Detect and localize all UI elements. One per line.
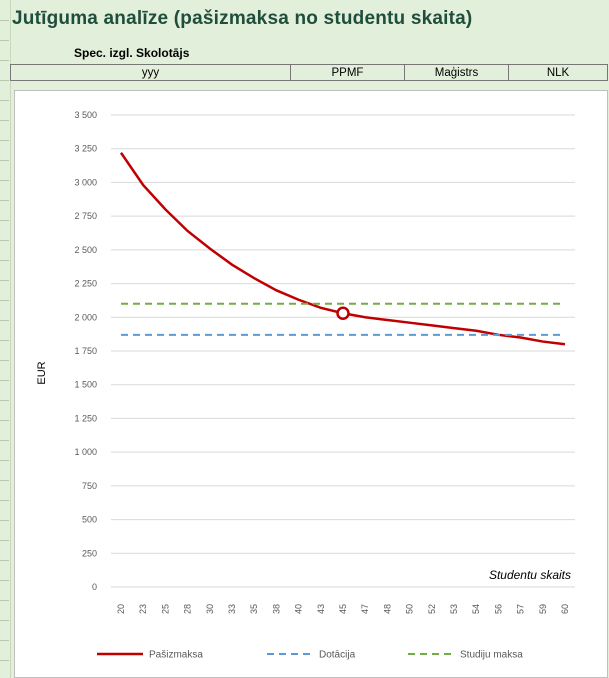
x-tick-label: 45 (338, 604, 348, 614)
x-tick-label: 30 (205, 604, 215, 614)
gutter-row-line (0, 540, 9, 541)
gutter-row-line (0, 640, 9, 641)
x-tick-label: 52 (427, 604, 437, 614)
gutter-row-line (0, 80, 9, 81)
y-tick-label: 3 250 (74, 144, 97, 154)
gutter-row-line (0, 480, 9, 481)
x-tick-label: 28 (183, 604, 193, 614)
chart-area: 0 250 500 750 1 000 1 250 1 500 1 750 2 000 2 250… (14, 90, 608, 678)
x-tick-label: 53 (449, 604, 459, 614)
x-tick-label: 23 (138, 604, 148, 614)
x-tick-label: 47 (360, 604, 370, 614)
y-tick-label: 1 000 (74, 447, 97, 457)
legend-label: Dotācija (319, 650, 356, 661)
x-tick-label: 43 (316, 604, 326, 614)
gutter-row-line (0, 320, 9, 321)
gutter-row-line (0, 520, 9, 521)
y-tick-label: 3 000 (74, 177, 97, 187)
y-tick-label: 1 500 (74, 380, 97, 390)
gutter-row-line (0, 660, 9, 661)
chart-svg: 0 250 500 750 1 000 1 250 1 500 1 750 2 000 2 250… (36, 110, 575, 661)
page-title: Jutīguma analīze (pašizmaksa no studentu… (12, 8, 473, 29)
y-tick-label: 3 500 (74, 110, 97, 120)
gutter-row-line (0, 340, 9, 341)
y-tick-label: 0 (92, 582, 97, 592)
gutter-row-line (0, 260, 9, 261)
x-tick-label: 35 (249, 604, 259, 614)
x-axis-label: Studentu skaits (489, 568, 571, 582)
gutter-row-line (0, 580, 9, 581)
info-cell-program[interactable]: yyy (11, 65, 291, 80)
y-tick-label: 2 250 (74, 279, 97, 289)
y-tick-label: 1 750 (74, 346, 97, 356)
gutter-row-line (0, 620, 9, 621)
gutter-row-line (0, 380, 9, 381)
row-gutter (0, 0, 11, 678)
gutter-row-line (0, 240, 9, 241)
legend-label: Pašizmaksa (149, 650, 203, 661)
info-cell-level[interactable]: Maģistrs (405, 65, 509, 80)
gutter-row-line (0, 120, 9, 121)
gutter-row-line (0, 440, 9, 441)
gutter-row-line (0, 420, 9, 421)
gutter-row-line (0, 220, 9, 221)
gutter-row-line (0, 600, 9, 601)
highlight-point (336, 306, 350, 320)
x-tick-label: 56 (493, 604, 503, 614)
x-tick-label: 25 (160, 604, 170, 614)
gutter-row-line (0, 100, 9, 101)
gutter-row-line (0, 460, 9, 461)
gutter-row-line (0, 360, 9, 361)
y-tick-label: 250 (82, 548, 97, 558)
y-tick-label: 2 000 (74, 312, 97, 322)
y-tick-label: 750 (82, 481, 97, 491)
y-tick-label: 500 (82, 515, 97, 525)
gutter-row-line (0, 40, 9, 41)
x-tick-label: 60 (560, 604, 570, 614)
gutter-row-line (0, 300, 9, 301)
y-axis-label: EUR (36, 361, 48, 384)
gutter-row-line (0, 180, 9, 181)
gutter-row-line (0, 500, 9, 501)
x-tick-label: 33 (227, 604, 237, 614)
x-tick-label: 20 (116, 604, 126, 614)
gutter-row-line (0, 280, 9, 281)
gutter-row-line (0, 60, 9, 61)
x-tick-label: 40 (294, 604, 304, 614)
y-tick-label: 2 750 (74, 211, 97, 221)
gutter-row-line (0, 140, 9, 141)
info-row: yyy PPMF Maģistrs NLK (10, 64, 608, 81)
info-cell-form[interactable]: NLK (546, 67, 570, 79)
y-tick-label: 1 250 (74, 413, 97, 423)
info-cell-faculty[interactable]: PPMF (291, 65, 405, 80)
gutter-row-line (0, 400, 9, 401)
gutter-row-line (0, 560, 9, 561)
x-tick-label: 59 (538, 604, 548, 614)
x-tick-label: 48 (382, 604, 392, 614)
legend-label: Studiju maksa (460, 650, 523, 661)
gutter-row-line (0, 20, 9, 21)
x-tick-label: 50 (405, 604, 415, 614)
x-tick-label: 38 (271, 604, 281, 614)
x-tick-label: 57 (516, 604, 526, 614)
gutter-row-line (0, 160, 9, 161)
y-tick-label: 2 500 (74, 245, 97, 255)
page-subtitle: Spec. izgl. Skolotājs (74, 46, 190, 60)
x-tick-label: 54 (471, 604, 481, 614)
gutter-row-line (0, 200, 9, 201)
